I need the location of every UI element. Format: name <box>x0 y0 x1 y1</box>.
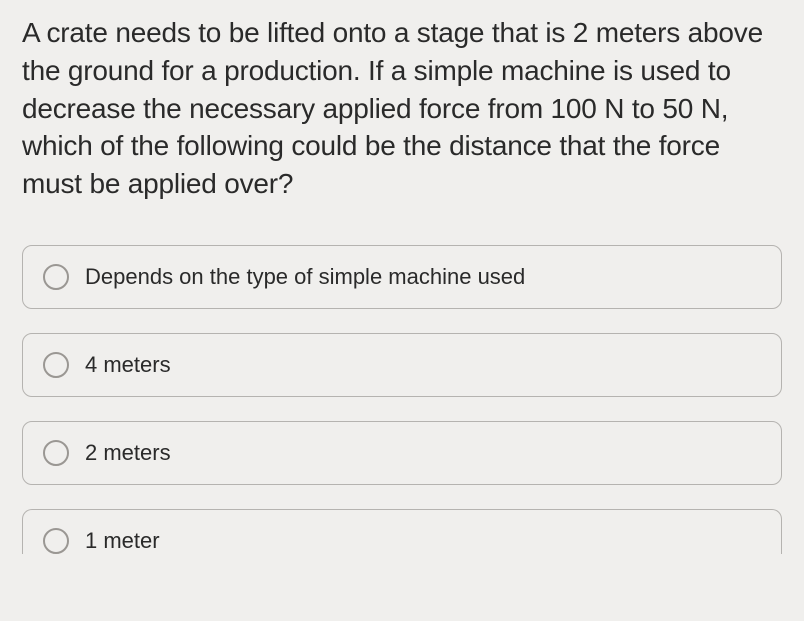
option-row-2[interactable]: 2 meters <box>22 421 782 485</box>
option-label: 2 meters <box>85 440 171 466</box>
radio-icon <box>43 528 69 554</box>
option-row-3[interactable]: 1 meter <box>22 509 782 554</box>
option-label: 4 meters <box>85 352 171 378</box>
option-row-0[interactable]: Depends on the type of simple machine us… <box>22 245 782 309</box>
question-text: A crate needs to be lifted onto a stage … <box>22 14 782 203</box>
radio-icon <box>43 352 69 378</box>
option-row-1[interactable]: 4 meters <box>22 333 782 397</box>
radio-icon <box>43 264 69 290</box>
option-label: 1 meter <box>85 528 160 554</box>
option-label: Depends on the type of simple machine us… <box>85 264 525 290</box>
radio-icon <box>43 440 69 466</box>
